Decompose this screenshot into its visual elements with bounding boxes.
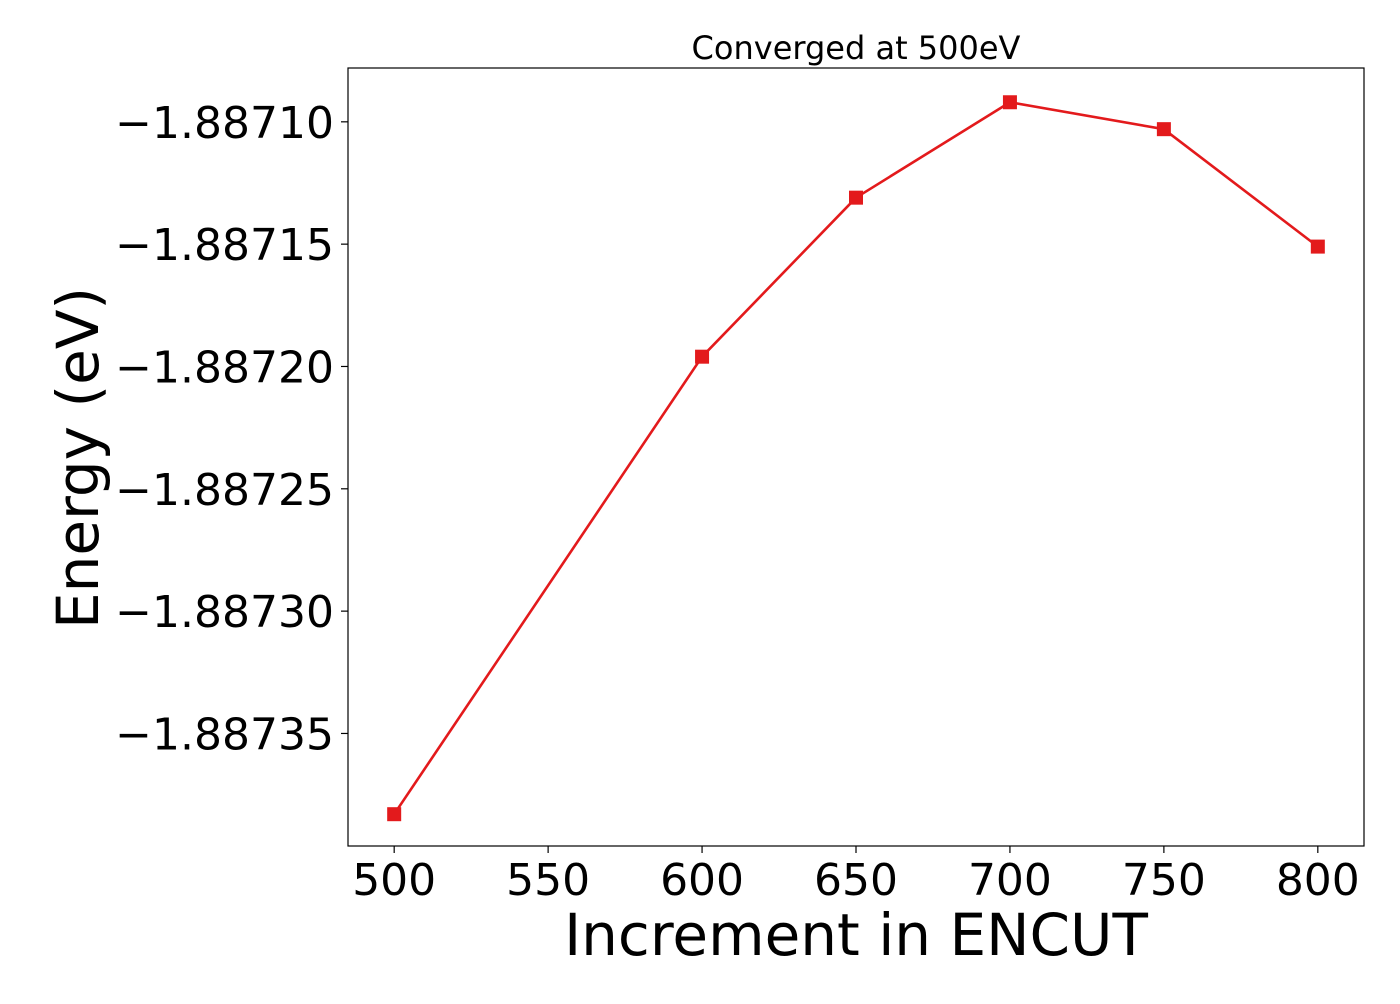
series-line (393, 100, 1319, 815)
y-tick-label: −1.88710 (115, 98, 334, 149)
x-tick-label: 550 (506, 855, 590, 906)
data-point-marker (695, 349, 710, 364)
x-tick-label: 650 (814, 855, 898, 906)
data-point-marker (1310, 239, 1325, 254)
x-axis-label: Increment in ENCUT (564, 901, 1148, 969)
y-tick-label: −1.88720 (115, 342, 334, 393)
y-tick-label: −1.88715 (115, 220, 334, 271)
x-tick-label: 700 (968, 855, 1052, 906)
x-tick-label: 600 (660, 855, 744, 906)
x-tick-label: 800 (1276, 855, 1360, 906)
y-tick-label: −1.88735 (115, 709, 334, 760)
x-tick-label: 750 (1122, 855, 1206, 906)
data-point-marker (387, 807, 402, 822)
plot-layer (387, 95, 1325, 822)
chart-title: Converged at 500eV (692, 29, 1021, 67)
x-tick-label: 500 (352, 855, 436, 906)
data-point-marker (1002, 95, 1017, 110)
y-tick-label: −1.88730 (115, 587, 334, 638)
y-tick-label: −1.88725 (115, 465, 334, 516)
data-point-marker (1156, 122, 1171, 137)
data-point-marker (849, 190, 863, 205)
y-axis-label: Energy (eV) (44, 287, 112, 629)
